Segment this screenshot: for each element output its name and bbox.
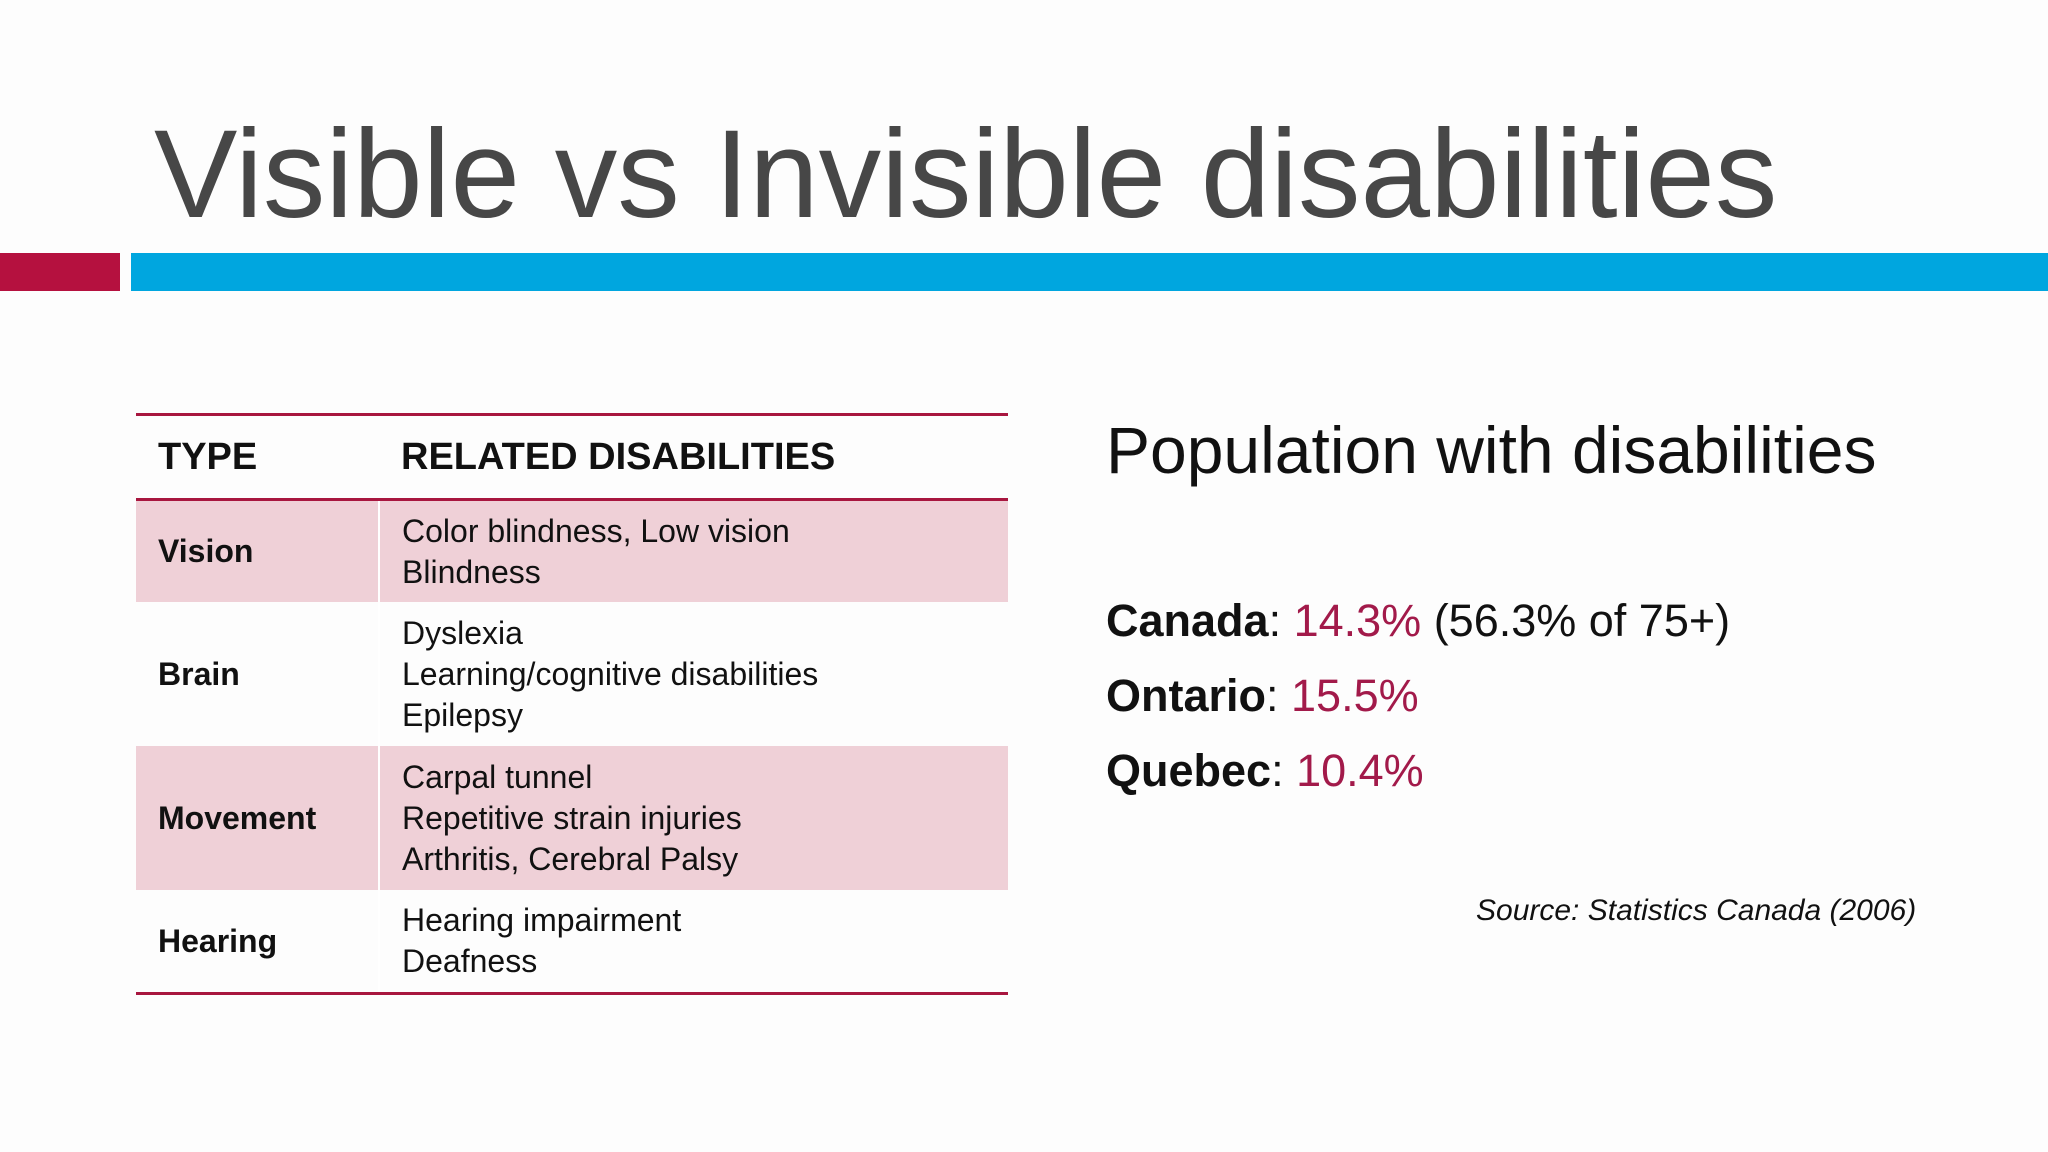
stat-region: Ontario (1106, 670, 1267, 721)
stat-value: 15.5% (1291, 670, 1419, 721)
stat-row-ontario: Ontario: 15.5% (1106, 663, 1730, 738)
table-row-vision: Vision Color blindness, Low vision Blind… (136, 499, 1008, 602)
column-header-type: TYPE (136, 413, 379, 501)
related-item: Carpal tunnel (402, 758, 593, 795)
stat-separator: : (1271, 745, 1297, 796)
table-row-brain: Brain Dyslexia Learning/cognitive disabi… (136, 602, 1008, 746)
population-stats: Canada: 14.3% (56.3% of 75+) Ontario: 15… (1106, 588, 1730, 813)
slide-title: Visible vs Invisible disabilities (154, 105, 1778, 244)
related-item: Dyslexia (402, 614, 523, 651)
related-item: Deafness (402, 943, 538, 979)
stat-value: 10.4% (1296, 745, 1424, 796)
accent-bar-red (0, 253, 120, 291)
related-item: Color blindness, Low vision (402, 512, 790, 549)
type-cell: Vision (136, 499, 379, 602)
stat-row-quebec: Quebec: 10.4% (1106, 738, 1730, 813)
stat-value: 14.3% (1293, 595, 1422, 646)
table-header-row: TYPE RELATED DISABILITIES (136, 413, 1008, 501)
related-cell: Color blindness, Low vision Blindness (378, 499, 1008, 602)
column-header-related: RELATED DISABILITIES (379, 413, 1008, 501)
stat-separator: : (1268, 595, 1294, 646)
stat-row-canada: Canada: 14.3% (56.3% of 75+) (1106, 588, 1730, 663)
accent-bar-blue (131, 253, 2048, 291)
stat-extra: (56.3% of 75+) (1421, 595, 1731, 646)
related-item: Hearing impairment (402, 902, 682, 938)
population-heading: Population with disabilities (1106, 413, 1877, 487)
type-cell: Brain (158, 655, 240, 692)
related-item: Blindness (402, 553, 541, 590)
stat-region: Quebec (1106, 745, 1272, 796)
related-item: Learning/cognitive disabilities (402, 655, 819, 692)
related-cell: Dyslexia Learning/cognitive disabilities… (378, 602, 1008, 746)
type-cell: Hearing (136, 890, 379, 995)
related-cell: Hearing impairment Deafness (378, 890, 1008, 995)
related-item: Arthritis, Cerebral Palsy (402, 840, 739, 877)
type-cell: Movement (136, 746, 379, 890)
source-citation: Source: Statistics Canada (2006) (1476, 894, 1917, 927)
stat-region: Canada (1106, 595, 1269, 646)
related-item: Repetitive strain injuries (402, 799, 742, 836)
table-row-movement: Movement Carpal tunnel Repetitive strain… (136, 746, 1008, 890)
disability-types-table: TYPE RELATED DISABILITIES Vision Color b… (136, 413, 1008, 995)
related-cell: Carpal tunnel Repetitive strain injuries… (378, 746, 1008, 890)
stat-separator: : (1266, 670, 1292, 721)
table-row-hearing: Hearing Hearing impairment Deafness (136, 890, 1008, 995)
related-item: Epilepsy (402, 696, 523, 733)
